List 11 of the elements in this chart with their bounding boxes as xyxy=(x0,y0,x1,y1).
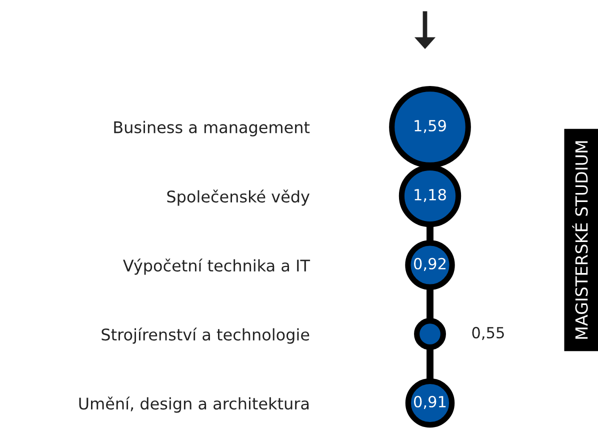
text: MAGISTERSKÉ STUDIUM xyxy=(572,141,588,339)
category-label: Business a management xyxy=(114,120,310,136)
data-label: 0,92 xyxy=(414,258,446,271)
category-label: Strojírenství a technologie xyxy=(102,328,310,344)
data-label: 1,59 xyxy=(414,120,446,133)
category-label: Umění, design a architektura xyxy=(79,396,309,413)
data-label: 0,55 xyxy=(472,326,504,340)
category-label: Společenské vědy xyxy=(167,190,310,206)
data-label: 0,91 xyxy=(414,396,446,409)
category-label: Výpočetní technika a IT xyxy=(123,258,310,275)
data-label: 1,18 xyxy=(414,188,446,202)
